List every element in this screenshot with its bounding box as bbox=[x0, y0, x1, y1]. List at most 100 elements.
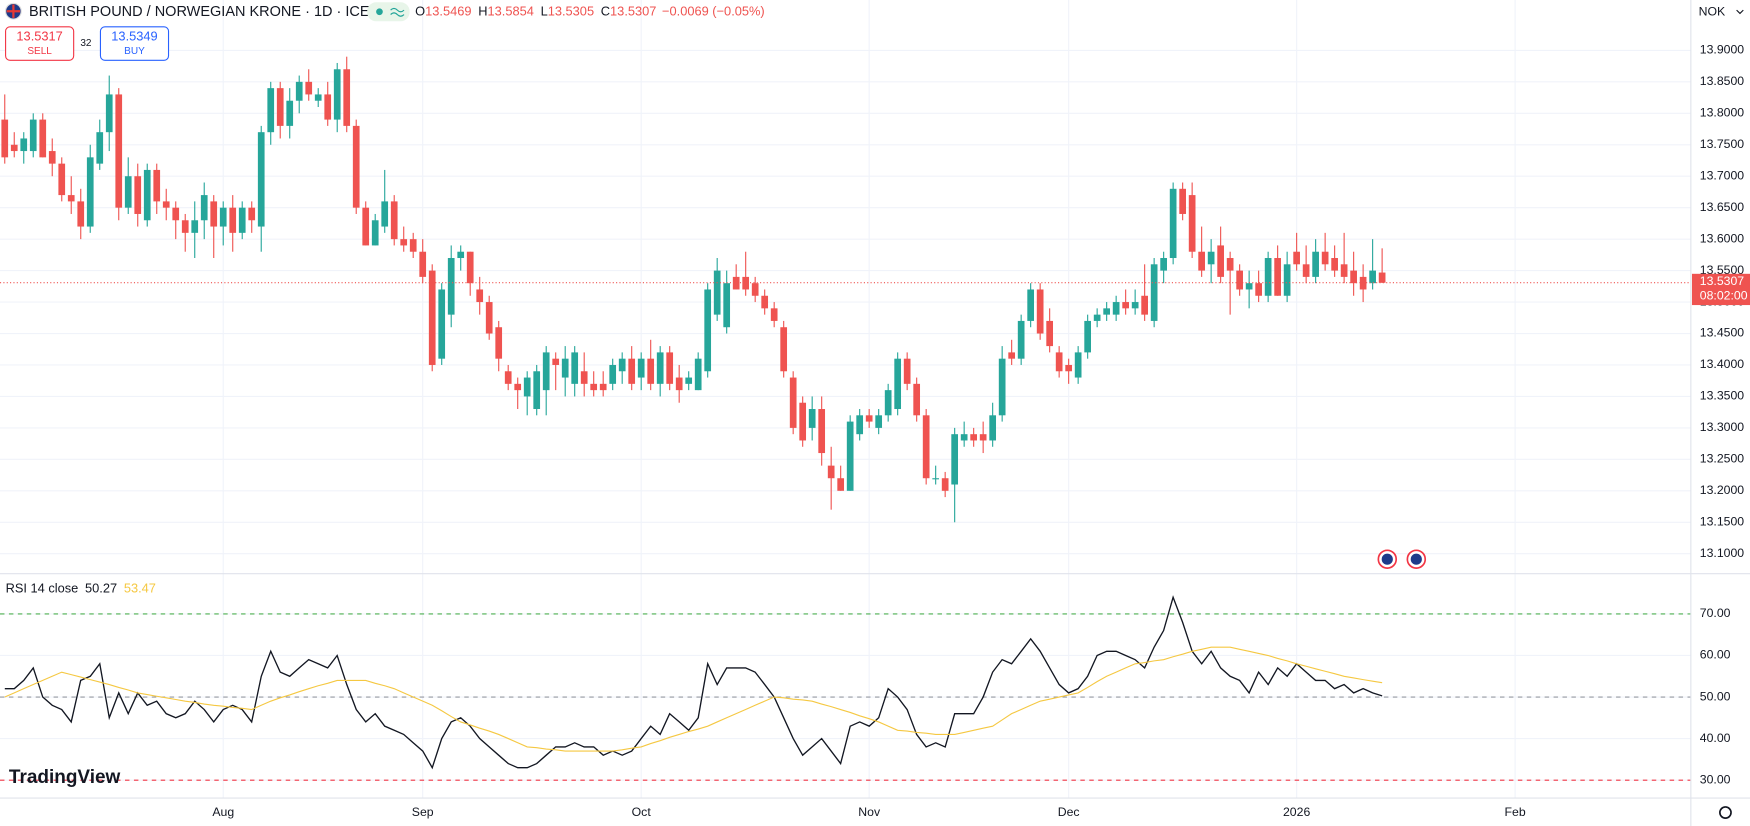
y-tick-label: 40.00 bbox=[1700, 731, 1731, 745]
candle-body bbox=[343, 69, 351, 126]
candle-body bbox=[1350, 270, 1357, 284]
candle-body bbox=[1093, 314, 1101, 321]
buy-label[interactable]: BUY bbox=[124, 46, 145, 57]
currency-chevron[interactable] bbox=[1736, 9, 1744, 15]
ohlc-value: 13.5307 bbox=[610, 4, 656, 19]
candle-body bbox=[979, 434, 987, 441]
candle-body bbox=[552, 358, 560, 365]
candle-body bbox=[86, 157, 94, 227]
ohlc-key: H bbox=[478, 4, 487, 19]
rsi-line bbox=[4, 646, 1383, 752]
candle-body bbox=[191, 220, 199, 233]
candle-body bbox=[761, 295, 769, 309]
y-tick-label: 13.2000 bbox=[1700, 483, 1745, 497]
candle-body bbox=[352, 125, 360, 208]
candle-body bbox=[1264, 258, 1272, 296]
candle-body bbox=[523, 377, 531, 397]
candle-body bbox=[1312, 251, 1319, 277]
candle-body bbox=[390, 201, 398, 240]
x-tick-label: Dec bbox=[1058, 805, 1080, 819]
candle-body bbox=[1084, 320, 1092, 353]
y-tick-label: 13.3000 bbox=[1700, 420, 1745, 434]
x-tick-label: Nov bbox=[858, 805, 881, 819]
axis: Aug Sep Oct Nov Dec 2026 Feb 13.1000 13.1500 13.2… bbox=[212, 43, 1750, 819]
candle-body bbox=[751, 283, 759, 296]
candle-body bbox=[1065, 364, 1073, 372]
candle-body bbox=[571, 352, 579, 384]
sell-button[interactable] bbox=[5, 26, 75, 61]
status-badge bbox=[367, 2, 410, 22]
candle-body bbox=[827, 465, 835, 479]
candle-body bbox=[428, 270, 436, 365]
y-tick-label: 13.8000 bbox=[1700, 106, 1745, 120]
candle-body bbox=[1293, 251, 1300, 265]
candle-body bbox=[210, 201, 218, 227]
candle-body bbox=[903, 358, 911, 384]
candle-body bbox=[1321, 251, 1329, 265]
candle-body bbox=[742, 276, 750, 290]
event-icons[interactable] bbox=[1377, 549, 1427, 569]
candle-body bbox=[314, 94, 322, 101]
candle-body bbox=[1046, 320, 1054, 347]
candle-body bbox=[922, 415, 930, 479]
settings-icon[interactable] bbox=[1719, 806, 1732, 819]
logo[interactable]: TradingView bbox=[9, 767, 121, 788]
candle-body bbox=[770, 308, 778, 321]
candle-body bbox=[1141, 295, 1148, 315]
last-price-label: 13.5307 bbox=[1700, 274, 1745, 288]
candle-body bbox=[1, 119, 9, 158]
candle-body bbox=[438, 289, 446, 359]
candle-body bbox=[989, 415, 997, 441]
candle-body bbox=[1179, 188, 1186, 214]
candle-body bbox=[409, 239, 417, 252]
currency[interactable]: NOK bbox=[1699, 5, 1726, 19]
buy-button[interactable] bbox=[99, 26, 170, 61]
event-icon-flag bbox=[1381, 553, 1393, 565]
candle-body bbox=[609, 364, 617, 384]
candle-body bbox=[248, 207, 256, 221]
candle-body bbox=[846, 421, 854, 491]
candle-body bbox=[476, 289, 484, 303]
candle-body bbox=[400, 239, 408, 246]
candle-body bbox=[1169, 188, 1177, 259]
candle-body bbox=[875, 415, 883, 428]
candle-body bbox=[1283, 264, 1291, 296]
y-tick-label: 60.00 bbox=[1700, 648, 1731, 662]
countdown: 08:02:00 bbox=[1700, 288, 1748, 302]
candle-body bbox=[295, 81, 303, 101]
candle-body bbox=[694, 358, 702, 391]
rsi-value: 50.27 bbox=[85, 581, 117, 596]
candle-body bbox=[1150, 264, 1158, 321]
last-price-tag bbox=[1691, 273, 1750, 306]
candle-body bbox=[200, 195, 208, 221]
candle-body bbox=[124, 176, 132, 208]
x-tick-label: Sep bbox=[412, 805, 434, 819]
y-tick-label: 13.8500 bbox=[1700, 74, 1745, 88]
y-tick-label: 13.5500 bbox=[1700, 263, 1745, 277]
candle-body bbox=[780, 327, 788, 372]
candle-body bbox=[1112, 302, 1120, 315]
sell-price[interactable]: 13.5317 bbox=[16, 28, 62, 43]
ohlc-key: C bbox=[601, 4, 610, 19]
candle-body bbox=[865, 415, 873, 422]
x-tick-label: 2026 bbox=[1283, 805, 1310, 819]
candle-body bbox=[1074, 352, 1082, 378]
x-tick-label: Aug bbox=[212, 805, 234, 819]
y-tick-label: 13.4000 bbox=[1700, 357, 1745, 371]
y-tick-label: 13.7500 bbox=[1700, 137, 1745, 151]
candle-body bbox=[1017, 320, 1025, 359]
candle-body bbox=[238, 207, 246, 233]
candle-body bbox=[856, 415, 864, 435]
candle-body bbox=[1217, 245, 1224, 277]
candle-body bbox=[599, 383, 607, 391]
candle-body bbox=[48, 151, 56, 164]
rsi-legend: RSI 14 close 50.27 53.47 bbox=[6, 581, 156, 596]
candle-body bbox=[1226, 258, 1234, 271]
candle-body bbox=[1188, 195, 1196, 252]
sell-label[interactable]: SELL bbox=[27, 46, 52, 57]
ohlc-value: 13.5305 bbox=[548, 4, 594, 19]
buy-price[interactable]: 13.5349 bbox=[111, 28, 157, 43]
y-tick-label: 13.4500 bbox=[1700, 326, 1745, 340]
candle-body bbox=[666, 352, 674, 384]
candle-body bbox=[267, 88, 275, 133]
